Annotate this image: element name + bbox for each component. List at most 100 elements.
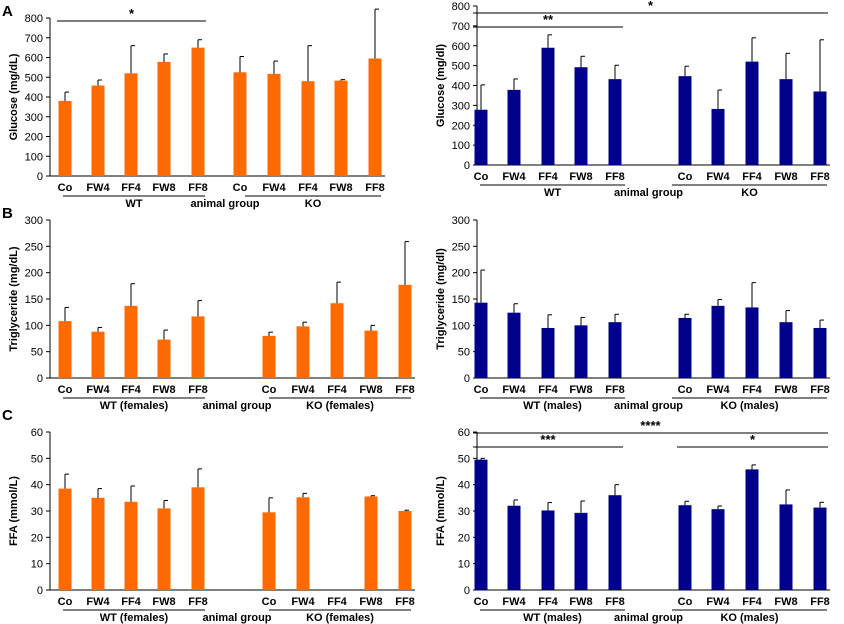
y-tick-label: 150	[452, 294, 470, 306]
x-tick-label: Co	[58, 596, 73, 608]
y-tick-label: 800	[25, 13, 43, 25]
bar-ff8	[608, 322, 622, 378]
x-tick-label: FW4	[291, 384, 315, 396]
x-tick-label: Co	[262, 596, 277, 608]
x-tick-label: FW4	[706, 596, 730, 608]
group-label: WT	[125, 198, 142, 210]
bar-fw4	[711, 509, 725, 590]
group-label: WT (males)	[523, 400, 582, 412]
x-tick-label: Co	[474, 596, 489, 608]
x-tick-label: Co	[474, 384, 489, 396]
y-axis-title: Glucose (mg/dl)	[435, 44, 447, 127]
x-tick-label: FW4	[262, 182, 286, 194]
x-tick-label: FF4	[742, 596, 762, 608]
bar-fw4	[296, 497, 310, 590]
x-tick-label: FW8	[774, 596, 797, 608]
bar-fw8	[157, 339, 171, 378]
x-tick-label: Co	[58, 182, 73, 194]
x-axis-title: animal group	[614, 187, 683, 199]
group-label: WT (males)	[523, 612, 582, 624]
bar-ff8	[813, 91, 827, 165]
bar-ff4	[541, 327, 555, 378]
bar-fw8	[334, 80, 348, 176]
y-tick-label: 300	[25, 112, 43, 124]
bar-ff8	[608, 79, 622, 165]
x-tick-label: FF8	[188, 384, 208, 396]
bar-fw8	[779, 79, 793, 165]
y-tick-label: 30	[458, 506, 470, 518]
bar-ff8	[191, 47, 205, 176]
bar-co	[262, 512, 276, 590]
bar-ff8	[398, 511, 412, 590]
group-label: KO (females)	[306, 612, 374, 624]
x-tick-label: FF4	[742, 171, 762, 183]
y-tick-label: 50	[458, 453, 470, 465]
bar-fw4	[507, 505, 521, 590]
y-tick-label: 800	[452, 1, 470, 13]
x-tick-label: FF4	[121, 384, 141, 396]
bar-ff8	[191, 487, 205, 590]
bar-ff4	[541, 47, 555, 165]
x-tick-label: FW8	[569, 384, 592, 396]
x-tick-label: FF4	[298, 182, 318, 194]
x-tick-label: FF4	[742, 384, 762, 396]
y-tick-label: 100	[452, 140, 470, 152]
y-tick-label: 20	[31, 532, 43, 544]
y-axis-title: FFA (mmol/L)	[435, 476, 447, 546]
y-tick-label: 200	[452, 268, 470, 280]
significance-label: *	[129, 6, 135, 21]
bar-co	[58, 100, 72, 176]
x-tick-label: FW4	[291, 596, 315, 608]
x-tick-label: FW8	[569, 596, 592, 608]
bar-ff4	[301, 81, 315, 176]
y-tick-label: 100	[452, 320, 470, 332]
y-tick-label: 30	[31, 506, 43, 518]
y-tick-label: 60	[31, 427, 43, 439]
bar-ff8	[813, 507, 827, 590]
x-axis-title: animal group	[190, 198, 259, 210]
x-tick-label: Co	[678, 171, 693, 183]
bar-fw8	[779, 504, 793, 590]
bar-fw8	[157, 508, 171, 590]
x-tick-label: FW8	[152, 596, 175, 608]
x-tick-label: FF8	[605, 384, 625, 396]
x-tick-label: FW8	[152, 182, 175, 194]
bar-fw8	[157, 61, 171, 176]
bar-co	[678, 505, 692, 590]
x-tick-label: Co	[474, 171, 489, 183]
bar-fw4	[267, 73, 281, 176]
y-tick-label: 50	[458, 347, 470, 359]
y-tick-label: 0	[464, 373, 470, 385]
bar-fw4	[91, 85, 105, 176]
x-tick-label: FF8	[810, 171, 830, 183]
y-tick-label: 600	[25, 53, 43, 65]
group-label: WT	[544, 187, 561, 199]
x-tick-label: FW8	[329, 182, 352, 194]
y-tick-label: 40	[458, 480, 470, 492]
x-tick-label: FF4	[121, 182, 141, 194]
bar-fw4	[507, 89, 521, 165]
y-axis-title: FFA (mmol/L)	[8, 476, 20, 546]
y-tick-label: 10	[31, 559, 43, 571]
bar-fw8	[574, 512, 588, 590]
bar-ff8	[608, 495, 622, 590]
bar-ff8	[191, 316, 205, 378]
x-tick-label: FW4	[706, 384, 730, 396]
bar-ff4	[330, 303, 344, 378]
bar-ff4	[745, 469, 759, 590]
y-tick-label: 300	[25, 215, 43, 227]
y-tick-label: 200	[25, 268, 43, 280]
x-tick-label: FF8	[395, 384, 415, 396]
group-label: KO (females)	[306, 400, 374, 412]
y-axis-title: Triglyceride (mg/dl)	[435, 248, 447, 350]
x-tick-label: FW8	[774, 384, 797, 396]
chart-c-right: 0 10 20 30 40 50 60 FFA (mmol/L) Co FW4 FF4 FW8 FF8 C…	[435, 418, 830, 624]
bar-ff4	[745, 61, 759, 165]
bar-ff4	[541, 510, 555, 590]
bar-ff4	[124, 73, 138, 176]
y-tick-label: 400	[25, 92, 43, 104]
y-tick-label: 200	[452, 120, 470, 132]
x-tick-label: FW8	[359, 384, 382, 396]
y-tick-label: 500	[452, 61, 470, 73]
